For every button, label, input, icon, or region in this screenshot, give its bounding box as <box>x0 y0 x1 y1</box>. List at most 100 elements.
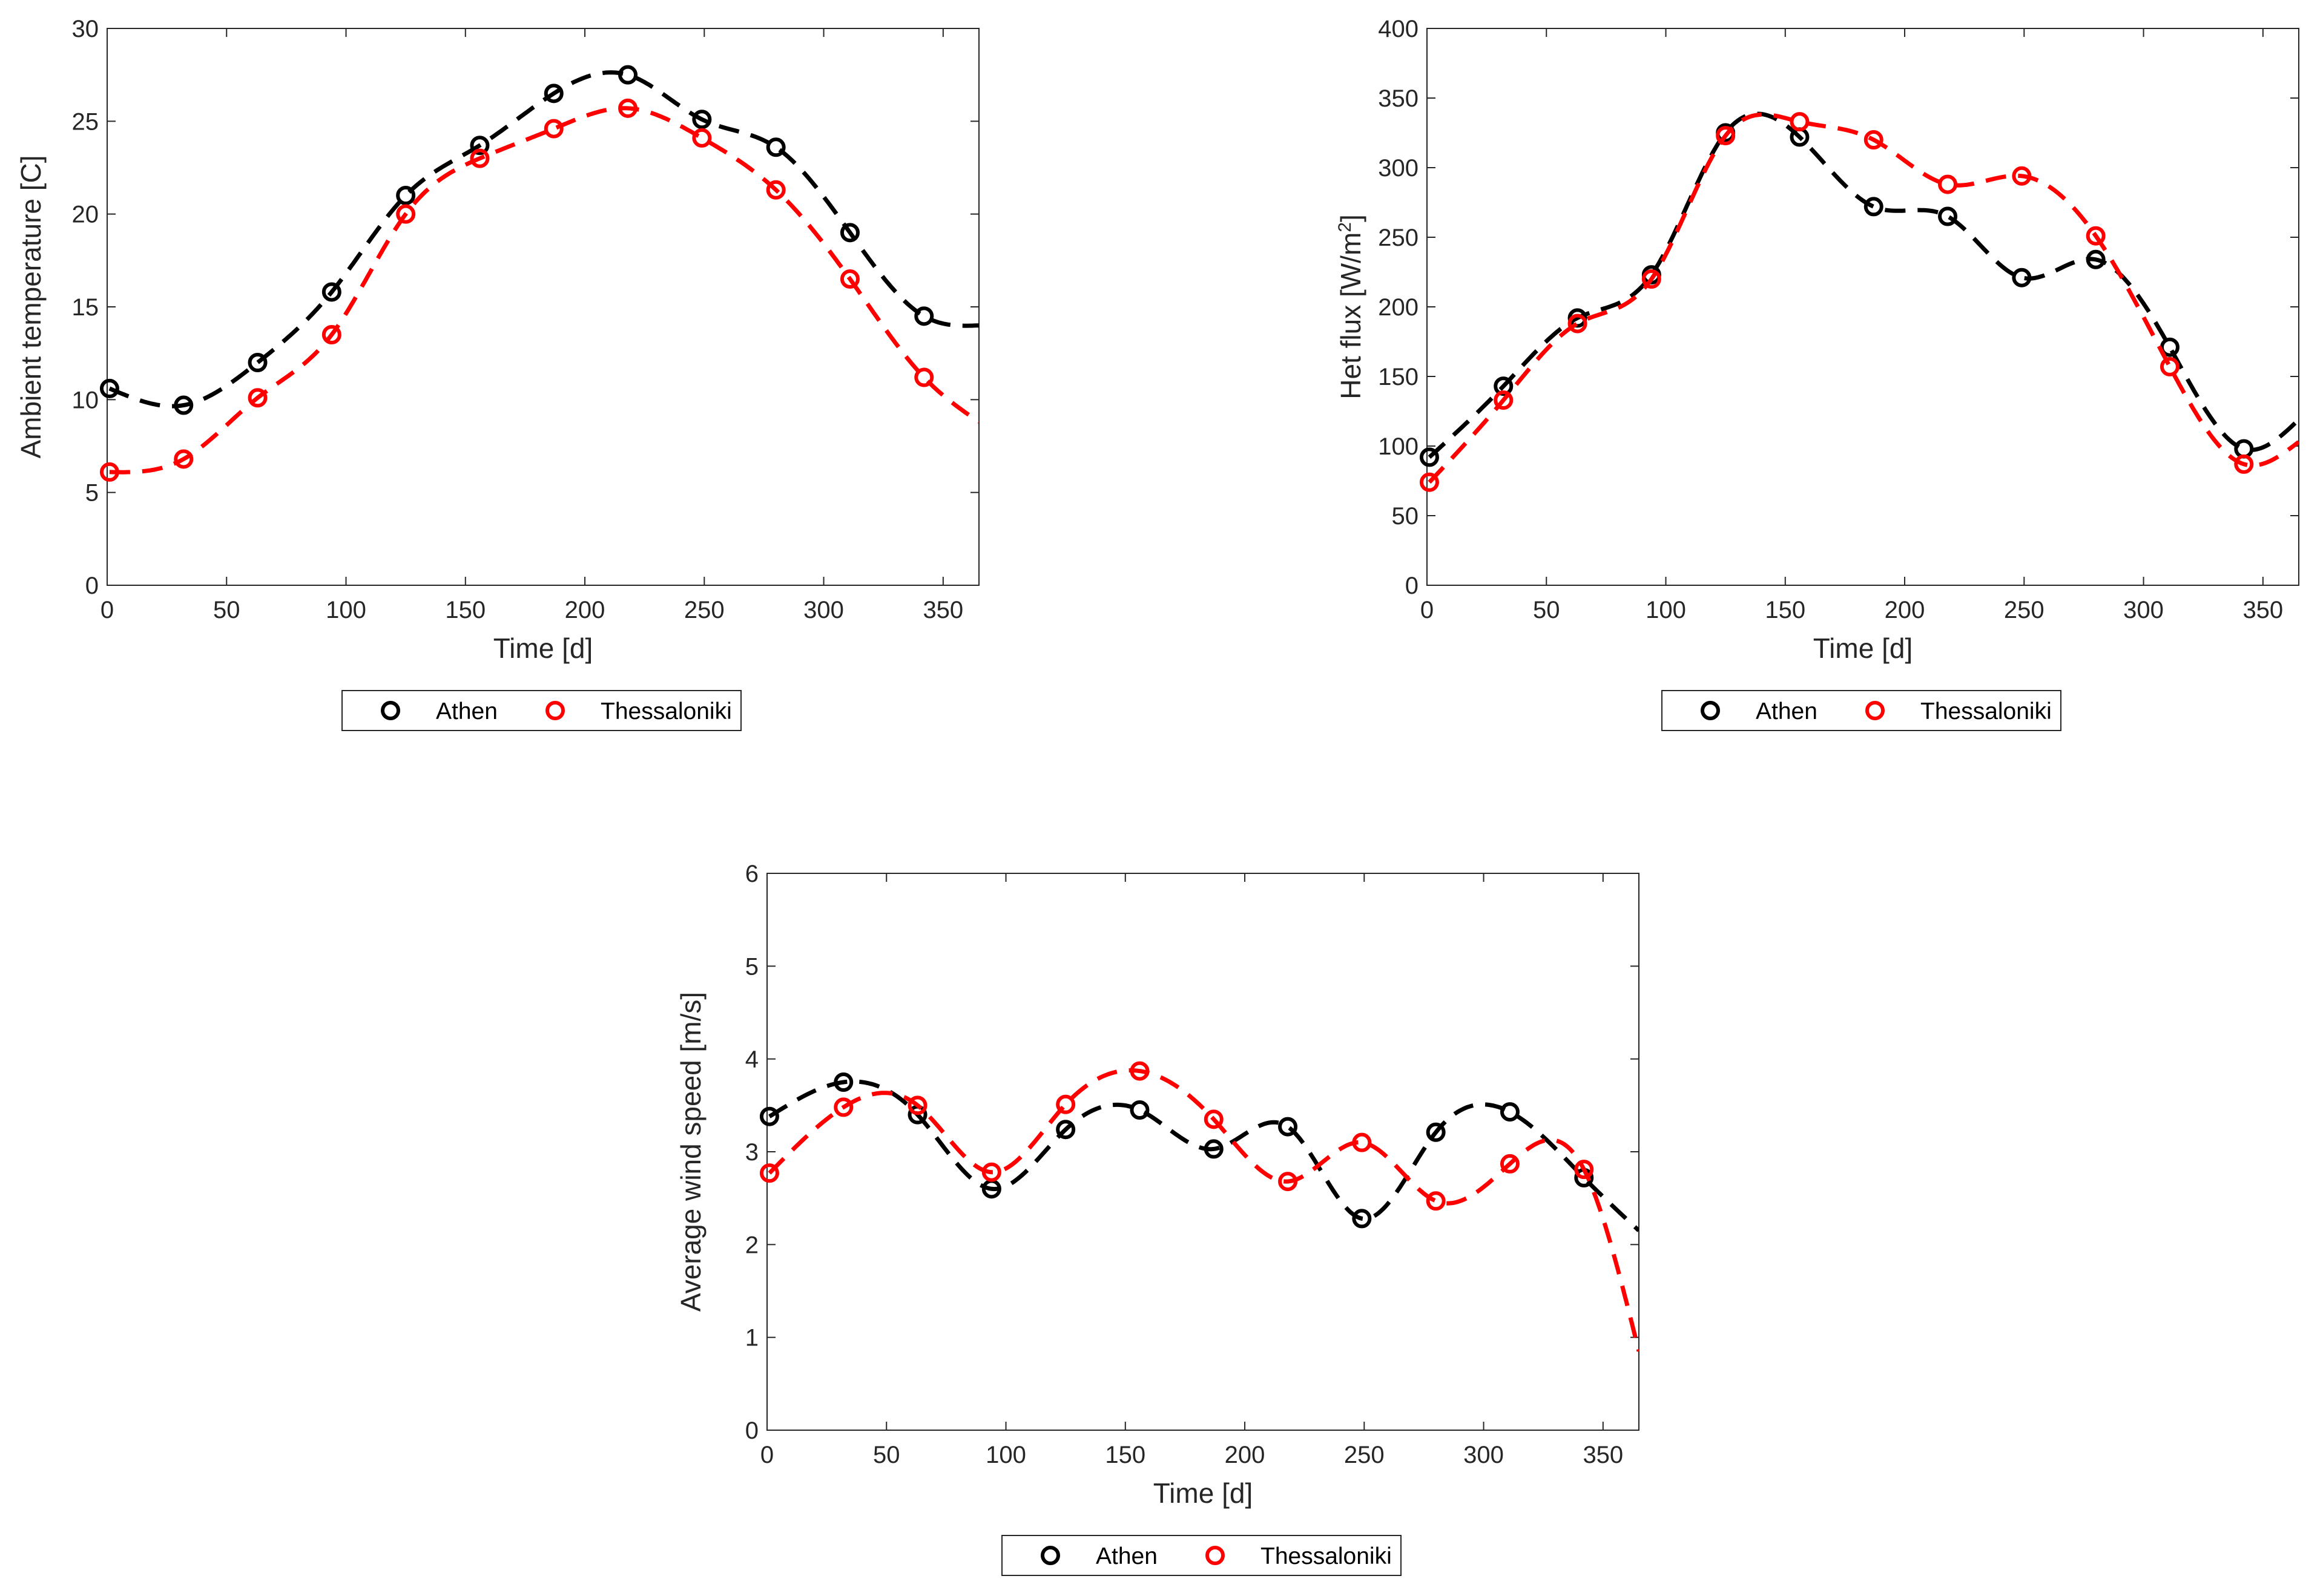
x-tick-label: 150 <box>1105 1442 1145 1468</box>
data-point-athen <box>396 186 416 205</box>
data-point-thessaloniki <box>1574 1160 1594 1180</box>
x-tick-label: 350 <box>923 597 963 623</box>
chart-3: 0 50 100 150 200 250 300 350 0 1 2 3 4 5 6 Time [d] Aver… <box>675 861 1639 1576</box>
x-tick-label: 0 <box>100 597 114 623</box>
x-axis-label: Time [d] <box>493 632 593 664</box>
x-tick-label: 200 <box>1885 597 1925 623</box>
x-tick-label: 150 <box>445 597 486 623</box>
x-tick-label: 0 <box>760 1442 774 1468</box>
legend-label-athen: Athen <box>436 698 498 724</box>
data-point-thessaloniki <box>1500 1154 1520 1174</box>
y-tick-label: 100 <box>1378 433 1419 460</box>
series-line-athen <box>1428 111 2299 459</box>
plot-area <box>766 873 1639 1431</box>
y-tick-label: 0 <box>85 573 99 599</box>
data-point-thessaloniki <box>321 325 341 344</box>
y-tick-label: 4 <box>745 1046 759 1073</box>
y-tick-label: 1 <box>745 1325 759 1351</box>
y-tick-label: 400 <box>1378 16 1419 42</box>
y-axis-label: Average wind speed [m/s] <box>675 992 707 1312</box>
x-axis-label: Time [d] <box>1813 632 1913 664</box>
data-point-thessaloniki <box>759 1163 779 1183</box>
y-axis-label: Ambient temperature [C] <box>15 155 47 458</box>
data-point-thessaloniki <box>544 119 564 139</box>
x-tick-label: 200 <box>1225 1442 1265 1468</box>
data-point-athen <box>1863 197 1883 217</box>
data-point-thessaloniki <box>1056 1094 1076 1114</box>
data-point-thessaloniki <box>2234 454 2254 474</box>
data-point-athen <box>1204 1139 1224 1159</box>
legend: Athen Thessaloniki <box>1661 690 2061 731</box>
data-point-athen <box>1419 447 1439 467</box>
x-axis-label: Time [d] <box>1153 1477 1253 1509</box>
data-point-thessaloniki <box>692 128 712 148</box>
y-tick-label: 350 <box>1378 85 1419 112</box>
data-point-thessaloniki <box>1790 112 1810 132</box>
plot-area <box>1426 28 2299 586</box>
y-tick-label: 150 <box>1378 364 1419 390</box>
x-tick-label: 250 <box>684 597 725 623</box>
y-tick-label: 30 <box>72 16 99 42</box>
data-point-athen <box>1278 1117 1298 1137</box>
series-line-thessaloniki <box>109 106 979 475</box>
x-tick-label: 300 <box>803 597 844 623</box>
data-point-thessaloniki <box>834 1097 854 1117</box>
data-point-thessaloniki <box>1204 1109 1224 1129</box>
data-point-thessaloniki <box>1130 1061 1150 1081</box>
legend-label-athen: Athen <box>1756 698 1817 724</box>
data-point-thessaloniki <box>2012 166 2032 186</box>
data-point-thessaloniki <box>1716 126 1736 146</box>
data-point-athen <box>2086 249 2106 269</box>
y-tick-label: 25 <box>72 108 99 135</box>
data-point-athen <box>544 84 564 103</box>
x-tick-label: 350 <box>1583 1442 1623 1468</box>
x-tick-label: 50 <box>873 1442 900 1468</box>
data-point-athen <box>759 1106 779 1126</box>
data-point-athen <box>2012 268 2032 287</box>
x-tick-label: 100 <box>326 597 366 623</box>
data-point-thessaloniki <box>908 1095 928 1115</box>
data-point-athen <box>1938 206 1958 226</box>
y-axis-label: Het flux [W/m2] <box>1335 214 1367 399</box>
chart-1: 0 50 100 150 200 250 300 350 0 5 10 15 20 25 30 Time [d… <box>15 16 980 731</box>
x-tick-label: 100 <box>986 1442 1026 1468</box>
x-tick-label: 350 <box>2242 597 2283 623</box>
data-point-thessaloniki <box>914 367 934 387</box>
legend-label-thessaloniki: Thessaloniki <box>1920 698 2052 724</box>
x-tick-label: 250 <box>2004 597 2045 623</box>
legend-label-thessaloniki: Thessaloniki <box>601 698 732 724</box>
legend-marker-thessaloniki <box>545 701 565 720</box>
data-point-thessaloniki <box>766 180 786 200</box>
legend: Athen Thessaloniki <box>1001 1535 1402 1576</box>
y-tick-label: 5 <box>745 953 759 980</box>
legend-label-athen: Athen <box>1096 1543 1158 1569</box>
x-tick-label: 50 <box>213 597 240 623</box>
data-point-athen <box>766 137 786 157</box>
y-tick-label: 10 <box>72 387 99 413</box>
chart-2: 0 50 100 150 200 250 300 350 0 50 100 150 200 250 300 3… <box>1335 16 2299 731</box>
data-point-athen <box>1426 1122 1446 1142</box>
data-point-thessaloniki <box>618 98 638 118</box>
x-tick-label: 300 <box>2123 597 2164 623</box>
legend-label-thessaloniki: Thessaloniki <box>1260 1543 1392 1569</box>
y-tick-label: 200 <box>1378 294 1419 321</box>
x-tick-label: 100 <box>1646 597 1686 623</box>
y-tick-label: 20 <box>72 202 99 228</box>
series-line-thessaloniki <box>768 1068 1639 1352</box>
data-point-thessaloniki <box>1863 130 1883 149</box>
data-point-athen <box>692 110 712 130</box>
x-tick-label: 200 <box>565 597 605 623</box>
y-tick-label: 300 <box>1378 155 1419 182</box>
data-point-thessaloniki <box>1567 314 1587 333</box>
data-point-thessaloniki <box>1938 174 1958 194</box>
legend-marker-thessaloniki <box>1865 701 1885 720</box>
data-point-thessaloniki <box>174 449 194 469</box>
y-tick-label: 6 <box>745 861 759 887</box>
series-line-athen <box>108 70 979 409</box>
data-point-athen <box>174 395 194 415</box>
data-point-athen <box>99 378 119 398</box>
legend-marker-athen <box>1041 1546 1060 1565</box>
data-point-athen <box>2160 337 2180 357</box>
data-point-athen <box>248 353 268 372</box>
